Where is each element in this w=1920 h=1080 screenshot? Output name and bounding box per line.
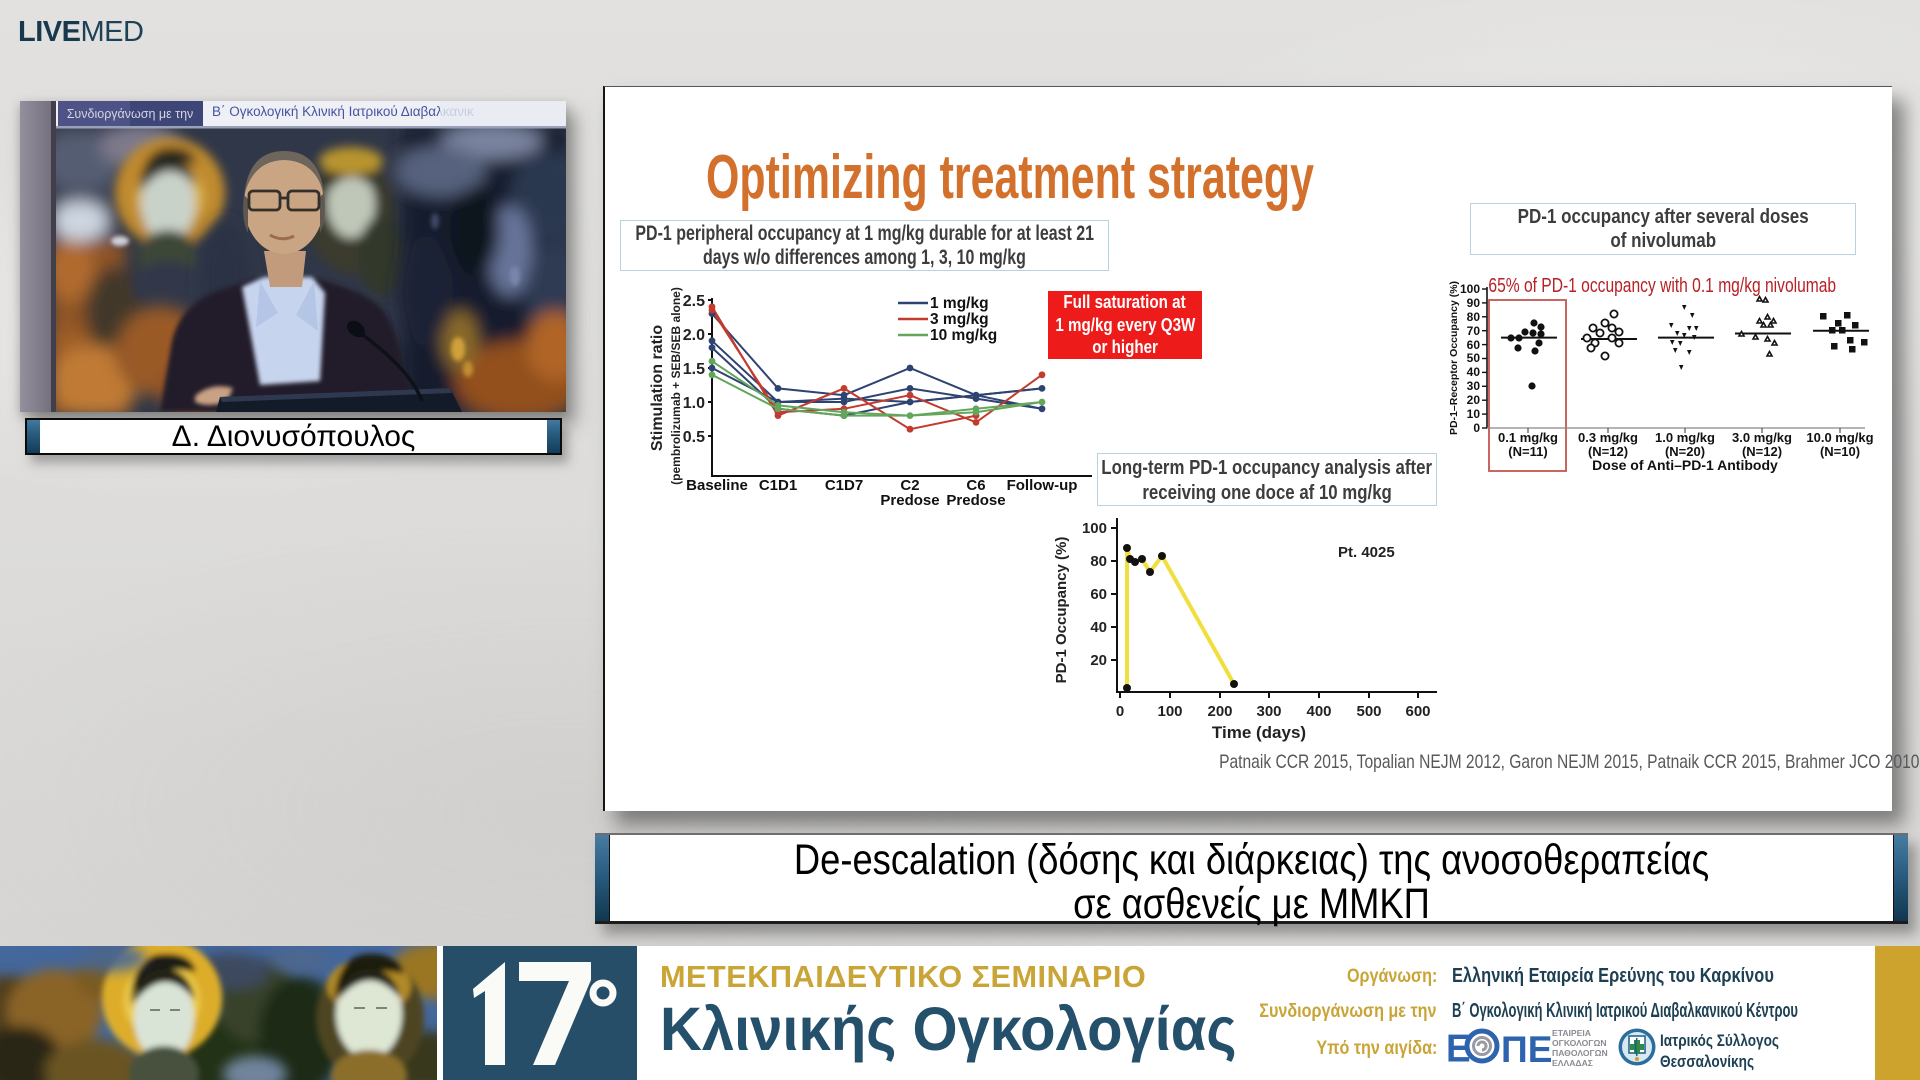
svg-text:400: 400 xyxy=(1306,703,1331,720)
svg-text:C1D1: C1D1 xyxy=(759,477,797,494)
svg-text:50: 50 xyxy=(1467,351,1481,365)
svg-text:(N=11): (N=11) xyxy=(1508,444,1547,459)
svg-text:200: 200 xyxy=(1207,703,1232,720)
svg-text:2.0: 2.0 xyxy=(683,327,705,344)
svg-text:PD-1–Receptor Occupancy (%): PD-1–Receptor Occupancy (%) xyxy=(1448,281,1460,435)
svg-text:40: 40 xyxy=(1090,619,1107,636)
svg-text:1.0: 1.0 xyxy=(683,395,705,412)
svg-text:600: 600 xyxy=(1405,703,1430,720)
svg-text:PD-1 Occupancy (%): PD-1 Occupancy (%) xyxy=(1053,537,1070,684)
svg-text:Pt. 4025: Pt. 4025 xyxy=(1338,544,1395,561)
svg-text:(N=12): (N=12) xyxy=(1588,444,1628,459)
svg-text:1.5: 1.5 xyxy=(683,361,705,378)
svg-text:60: 60 xyxy=(1467,338,1481,352)
svg-text:70: 70 xyxy=(1467,324,1481,338)
svg-text:20: 20 xyxy=(1467,393,1481,407)
svg-text:100: 100 xyxy=(1157,703,1182,720)
svg-text:C1D7: C1D7 xyxy=(825,477,863,494)
svg-text:80: 80 xyxy=(1467,310,1481,324)
svg-text:(N=20): (N=20) xyxy=(1665,444,1705,459)
svg-text:0.1 mg/kg: 0.1 mg/kg xyxy=(1498,430,1558,445)
svg-text:ΠΑΘΟΛΟΓΩΝ: ΠΑΘΟΛΟΓΩΝ xyxy=(1552,1048,1608,1058)
svg-text:1.0 mg/kg: 1.0 mg/kg xyxy=(1655,430,1715,445)
svg-text:ΠΕ: ΠΕ xyxy=(1501,1029,1552,1070)
svg-text:C2: C2 xyxy=(900,477,919,494)
svg-text:0: 0 xyxy=(1116,703,1124,720)
svg-text:Follow-up: Follow-up xyxy=(1007,477,1078,494)
svg-text:40: 40 xyxy=(1467,365,1481,379)
svg-text:30: 30 xyxy=(1467,379,1481,393)
svg-text:90: 90 xyxy=(1467,296,1481,310)
svg-text:300: 300 xyxy=(1256,703,1281,720)
svg-text:80: 80 xyxy=(1090,553,1107,570)
svg-text:100: 100 xyxy=(1082,520,1107,537)
svg-text:0: 0 xyxy=(1473,421,1480,435)
svg-text:ΟΓΚΟΛΟΓΩΝ: ΟΓΚΟΛΟΓΩΝ xyxy=(1552,1038,1607,1048)
svg-text:Predose: Predose xyxy=(946,492,1005,509)
svg-text:C6: C6 xyxy=(966,477,985,494)
svg-text:10: 10 xyxy=(1467,407,1481,421)
svg-text:(N=10): (N=10) xyxy=(1820,444,1860,459)
svg-text:1 mg/kg: 1 mg/kg xyxy=(930,295,989,312)
svg-text:Stimulation ratio: Stimulation ratio xyxy=(649,325,666,451)
svg-text:Β΄ Ογκολογική Κλινική Ιατρικού: Β΄ Ογκολογική Κλινική Ιατρικού Διαβαλκαν… xyxy=(212,104,474,119)
svg-text:(N=12): (N=12) xyxy=(1742,444,1782,459)
svg-text:100: 100 xyxy=(1460,282,1480,296)
svg-text:2.5: 2.5 xyxy=(683,293,705,310)
svg-text:500: 500 xyxy=(1356,703,1381,720)
svg-text:ΕΤΑΙΡΕΙΑ: ΕΤΑΙΡΕΙΑ xyxy=(1552,1028,1591,1038)
svg-text:Συνδιοργάνωση με την: Συνδιοργάνωση με την xyxy=(67,107,194,121)
svg-text:(pembrolizumab + SEB/SEB alone: (pembrolizumab + SEB/SEB alone) xyxy=(669,287,683,485)
svg-text:3 mg/kg: 3 mg/kg xyxy=(930,311,989,328)
svg-text:Predose: Predose xyxy=(880,492,939,509)
svg-text:20: 20 xyxy=(1090,652,1107,669)
svg-text:60: 60 xyxy=(1090,586,1107,603)
svg-text:Dose of Anti–PD-1 Antibody: Dose of Anti–PD-1 Antibody xyxy=(1592,457,1778,473)
svg-text:3.0 mg/kg: 3.0 mg/kg xyxy=(1732,430,1792,445)
svg-text:10.0 mg/kg: 10.0 mg/kg xyxy=(1806,430,1873,445)
svg-text:Baseline: Baseline xyxy=(686,477,748,494)
svg-text:10 mg/kg: 10 mg/kg xyxy=(930,327,997,344)
svg-text:ΕΛΛΑΔΑΣ: ΕΛΛΑΔΑΣ xyxy=(1552,1058,1593,1068)
svg-text:0.5: 0.5 xyxy=(683,429,705,446)
svg-text:Time (days): Time (days) xyxy=(1212,723,1306,742)
svg-text:0.3 mg/kg: 0.3 mg/kg xyxy=(1578,430,1638,445)
